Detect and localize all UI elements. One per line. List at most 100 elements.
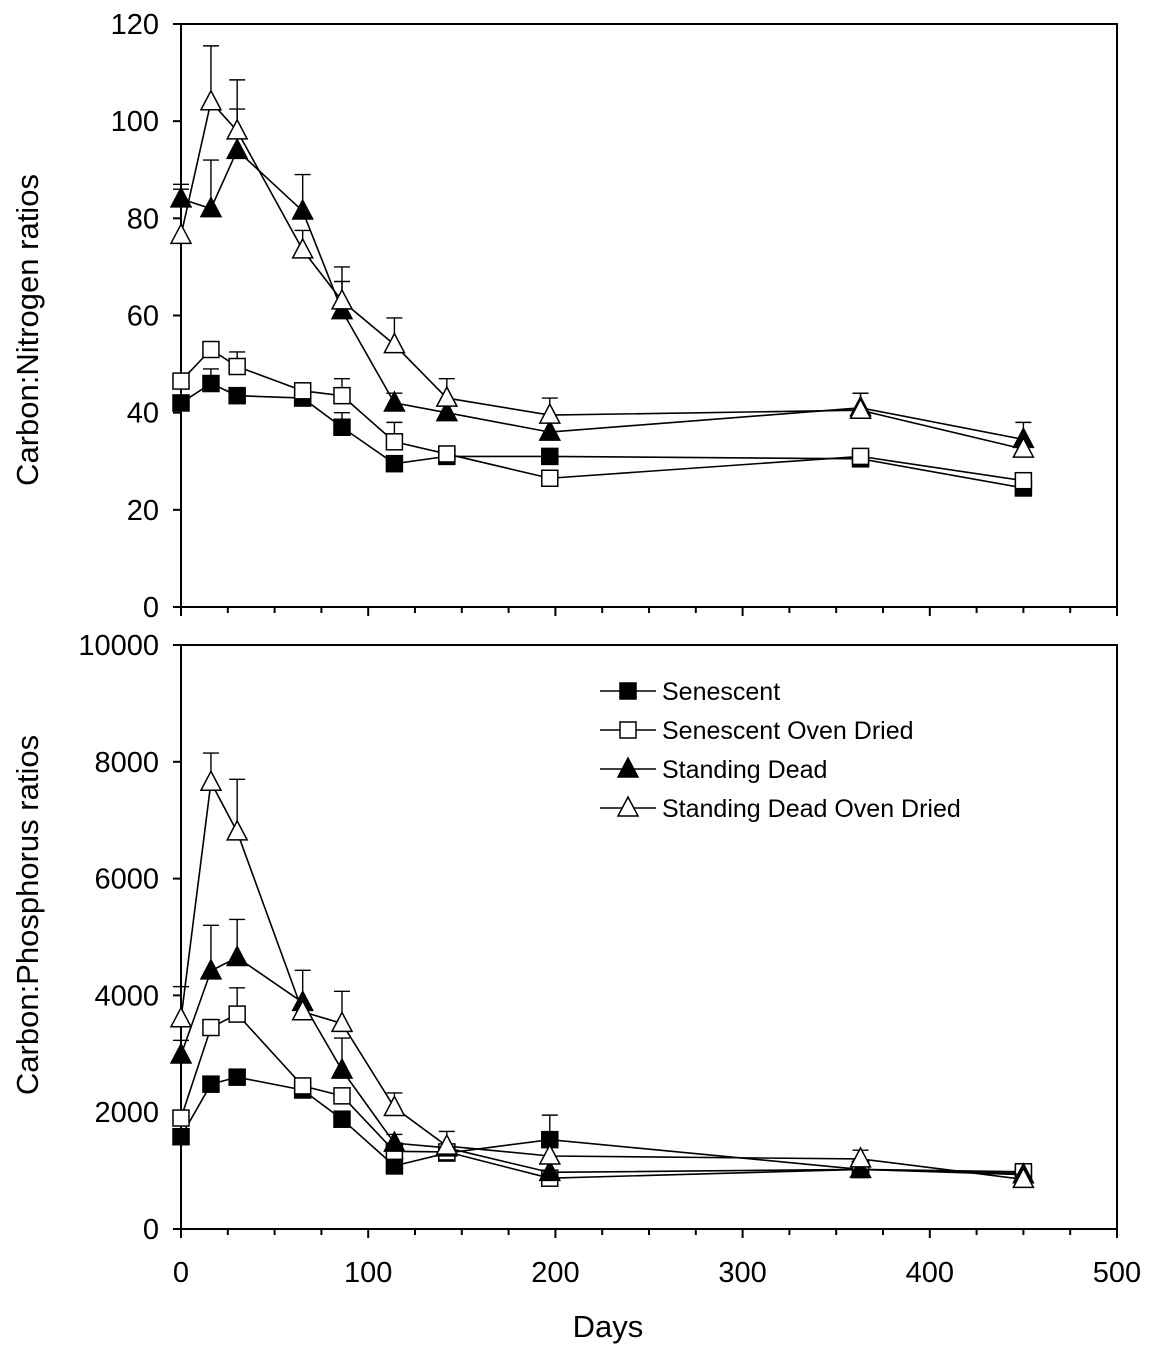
legend-label: Senescent (662, 678, 780, 706)
data-point (225, 118, 249, 140)
data-point (291, 198, 314, 220)
data-point (333, 1110, 351, 1128)
legend-label: Standing Dead Oven Dried (662, 795, 961, 823)
data-point (383, 1130, 406, 1152)
data-point (383, 390, 406, 412)
data-point (385, 433, 404, 451)
data-point (1012, 1166, 1035, 1189)
data-point (228, 1068, 246, 1086)
legend: Senescent Senescent Oven Dried Standing De… (600, 678, 961, 823)
data-point (169, 222, 193, 245)
plot-frame (180, 23, 1118, 608)
series-senescent-oven-dried (172, 340, 1033, 490)
legend-label: Standing Dead (662, 756, 827, 784)
y-tick-label: 0 (143, 1214, 159, 1246)
y-axis-title: Carbon:Nitrogen ratios (10, 174, 45, 486)
y-axis-title: Carbon:Phosphorus ratios (10, 735, 45, 1095)
series-line (180, 148, 1024, 441)
data-point (1014, 471, 1033, 490)
y-tick-label: 8000 (94, 747, 159, 779)
series-line (180, 382, 1024, 489)
x-axis-title: Days (573, 1309, 644, 1344)
data-point (291, 237, 314, 259)
data-point (228, 357, 246, 376)
data-point (385, 1157, 404, 1175)
series-line (180, 1076, 1024, 1175)
series-line (180, 779, 1024, 1181)
series-line (180, 1013, 1024, 1179)
data-point (202, 340, 220, 359)
series-standing-dead-oven-dried (169, 45, 1035, 458)
series-line (180, 956, 1024, 1176)
x-tick-label: 500 (1093, 1257, 1141, 1289)
x-tick-label: 200 (531, 1257, 579, 1289)
y-tick-label: 120 (111, 9, 159, 41)
data-point (202, 1075, 220, 1093)
data-point (541, 447, 559, 466)
data-point (333, 418, 351, 436)
data-point (383, 332, 406, 354)
data-point (228, 1005, 246, 1023)
data-point (169, 1006, 193, 1028)
x-tick-label: 400 (906, 1257, 954, 1289)
data-point (851, 447, 870, 466)
data-point (538, 419, 562, 441)
y-tick-label: 20 (127, 495, 159, 527)
legend-marker (616, 795, 640, 817)
data-point (333, 386, 351, 405)
y-tick-label: 6000 (94, 864, 159, 896)
data-point (541, 469, 559, 488)
data-point (172, 372, 190, 390)
data-point (849, 1156, 872, 1179)
data-point (225, 944, 249, 967)
data-point (199, 958, 223, 980)
y-tick-label: 80 (127, 203, 159, 235)
data-point (202, 1018, 220, 1037)
data-point (199, 769, 223, 791)
data-point (330, 288, 354, 310)
series-standing-dead-oven-dried (169, 752, 1035, 1189)
data-point (291, 999, 314, 1021)
data-point (169, 1042, 193, 1064)
data-point (202, 374, 220, 393)
y-tick-label: 0 (143, 592, 159, 624)
data-point (330, 1010, 354, 1033)
data-point (228, 386, 246, 405)
data-point (293, 1077, 312, 1095)
data-point (1012, 436, 1035, 458)
plot-frame (180, 644, 1118, 1230)
legend-label: Senescent Oven Dried (662, 717, 914, 745)
data-point (435, 400, 459, 422)
data-point (435, 385, 459, 407)
x-tick-label: 300 (718, 1257, 766, 1289)
series-line (180, 100, 1024, 450)
data-point (383, 1094, 406, 1117)
data-point (538, 1159, 562, 1182)
data-point (385, 454, 404, 473)
carbon-phosphorus-panel: 0200040006000800010000Carbon:Phosphorus … (10, 630, 1141, 1289)
legend-marker (619, 682, 637, 700)
data-point (225, 137, 249, 160)
y-tick-label: 10000 (78, 630, 159, 662)
series-line (180, 348, 1024, 482)
series-standing-dead (169, 918, 1035, 1184)
data-point (172, 394, 190, 412)
data-point (849, 397, 872, 419)
y-tick-label: 4000 (94, 980, 159, 1012)
data-point (172, 1109, 190, 1127)
data-point (438, 445, 456, 463)
y-tick-label: 60 (127, 301, 159, 333)
y-tick-label: 2000 (94, 1097, 159, 1129)
x-tick-label: 100 (344, 1257, 392, 1289)
data-point (293, 382, 312, 400)
legend-marker (616, 756, 640, 778)
data-point (199, 89, 223, 111)
data-point (330, 1057, 354, 1079)
legend-marker (619, 721, 637, 739)
data-point (333, 1087, 351, 1105)
carbon-nitrogen-panel: 0 20 40 60 80 100 120 Carbon:Nitrogen ratios (10, 9, 1118, 624)
data-point (435, 1133, 459, 1155)
x-tick-label: 0 (173, 1257, 189, 1289)
data-point (849, 1146, 872, 1168)
